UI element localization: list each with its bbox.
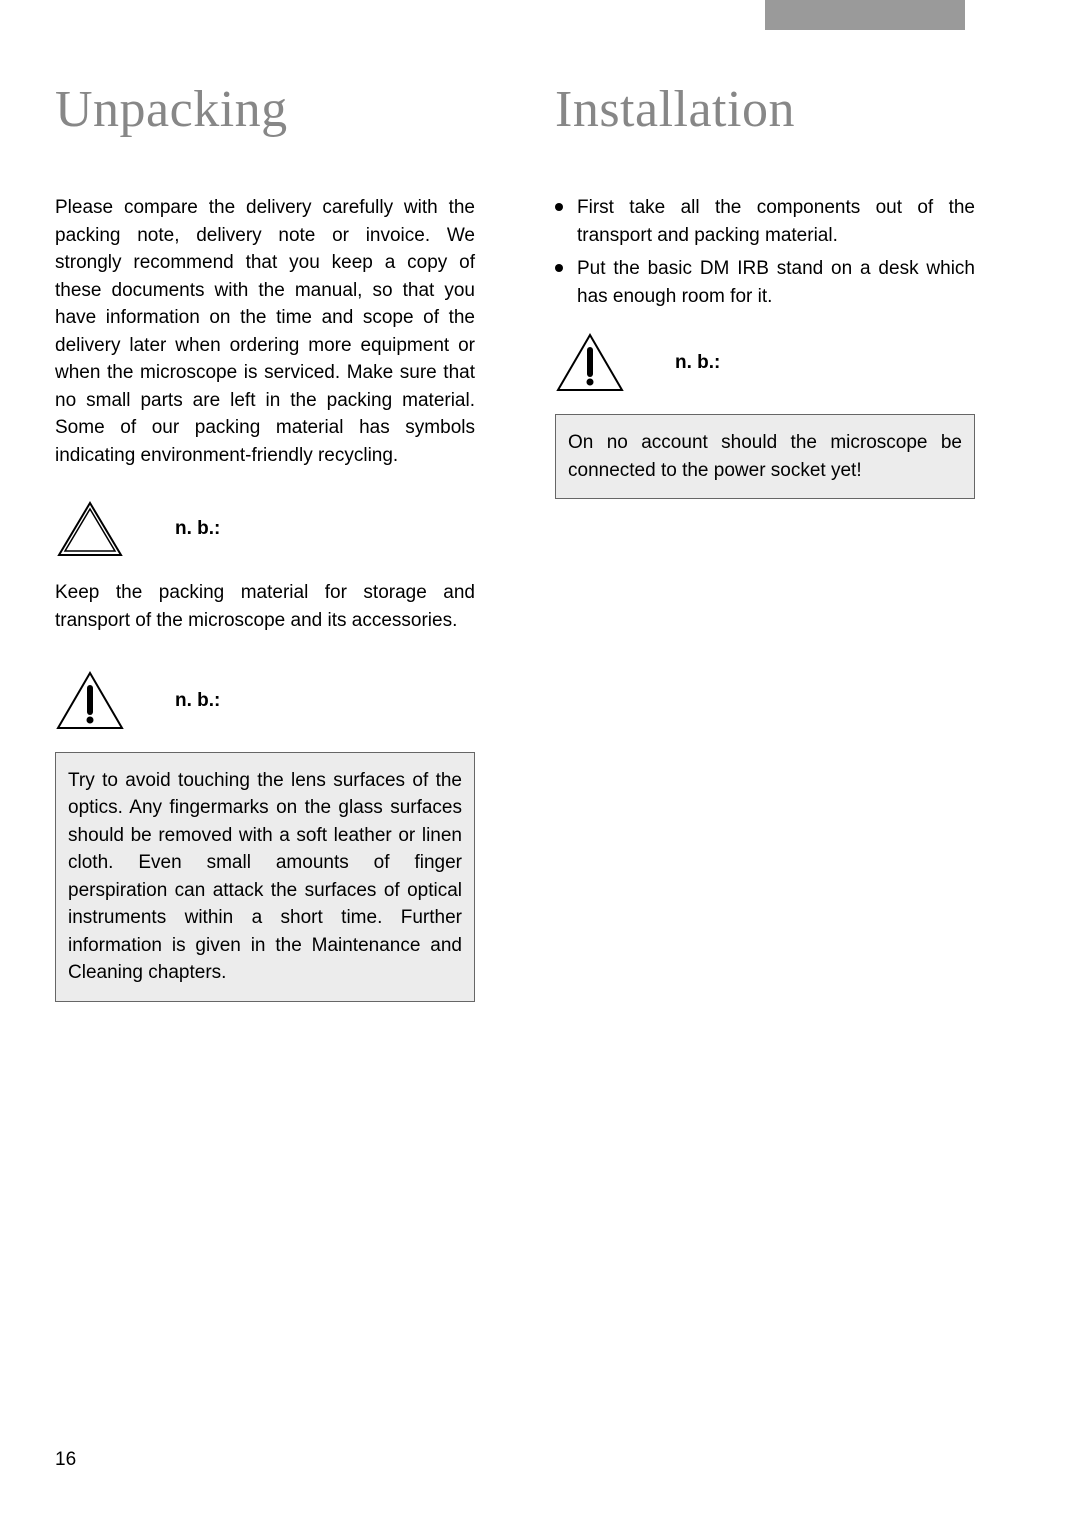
note1-row: n. b.: [55,499,475,559]
page-number: 16 [55,1449,76,1471]
triangle-exclamation-icon [55,670,125,732]
note2-row: n. b.: [55,670,475,732]
right-warning-text: On no account should the microscope be c… [568,432,962,481]
right-column: Installation First take all the componen… [555,80,975,499]
note1-label: n. b.: [175,518,220,540]
right-note-label: n. b.: [675,352,720,374]
left-warning-text: Try to avoid touching the lens surfaces … [68,770,462,984]
left-intro: Please compare the delivery carefully wi… [55,194,475,469]
note1-text: Keep the packing material for storage an… [55,579,475,634]
list-item: First take all the components out of the… [555,194,975,249]
triangle-outline-icon [55,499,125,559]
left-warning-box: Try to avoid touching the lens surfaces … [55,752,475,1002]
left-column: Unpacking Please compare the delivery ca… [55,80,475,1002]
left-title: Unpacking [55,80,475,139]
note2-label: n. b.: [175,690,220,712]
header-bar [765,0,965,30]
right-title: Installation [555,80,975,139]
right-warning-box: On no account should the microscope be c… [555,414,975,499]
right-bullets: First take all the components out of the… [555,194,975,310]
right-note-row: n. b.: [555,332,975,394]
list-item: Put the basic DM IRB stand on a desk whi… [555,255,975,310]
triangle-exclamation-icon [555,332,625,394]
